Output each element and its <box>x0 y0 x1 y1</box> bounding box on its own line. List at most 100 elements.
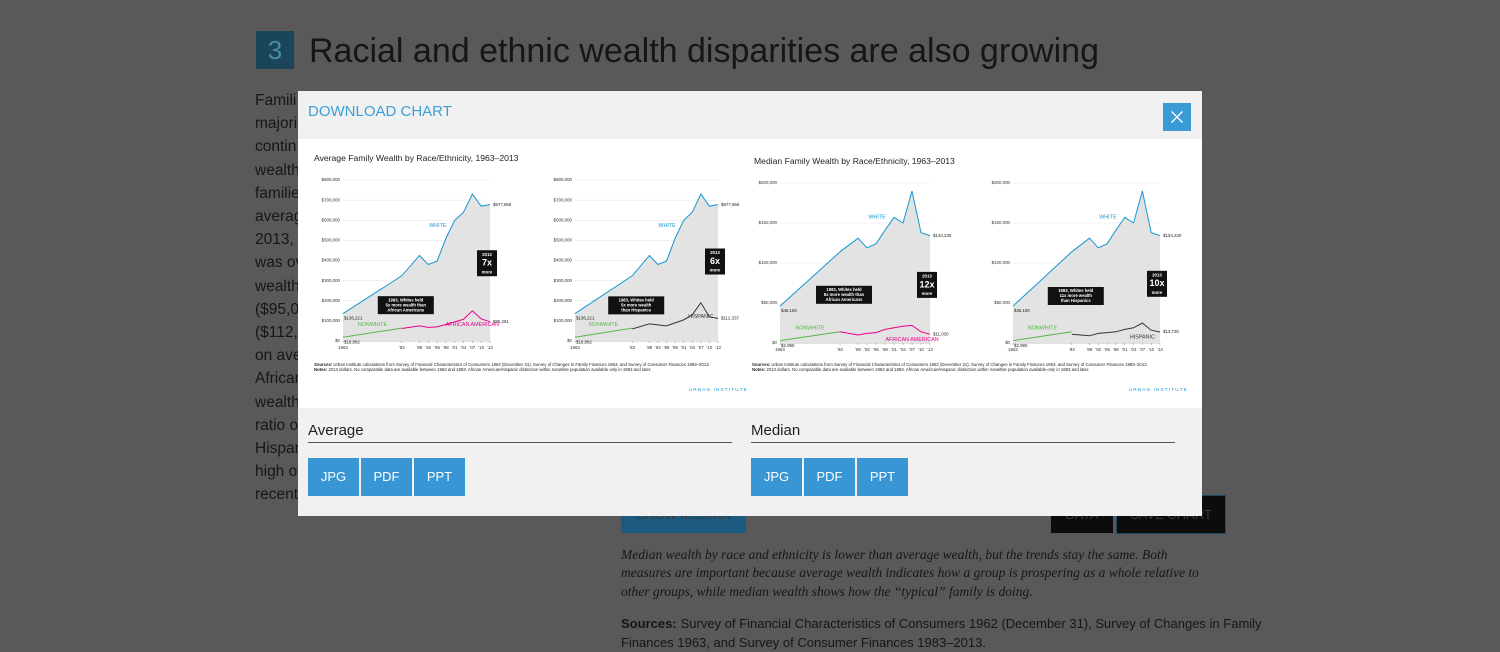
value-label: $136,221 <box>576 316 595 321</box>
body-line: recent <box>255 486 299 504</box>
x-tick-label: '98 <box>882 347 888 352</box>
series-label: WHITE <box>868 215 886 221</box>
caption-line: Median wealth by race and ethnicity is l… <box>621 547 1168 562</box>
x-tick-label: '98 <box>1113 347 1119 352</box>
figure-sources: Sources:Urban Institute calculations fro… <box>752 362 1184 372</box>
figure-notes-label: Notes: <box>314 367 328 373</box>
annotation-text: 1983, Whites held <box>388 297 424 302</box>
annotation-text: 1983, Whites held <box>826 287 862 292</box>
callout-text: 10x <box>1149 278 1164 288</box>
download-button[interactable]: PDF <box>804 458 855 496</box>
annotation-text: African Americans <box>826 297 864 302</box>
body-line: 2013, <box>255 231 294 249</box>
series-line <box>401 310 491 330</box>
figure-notes-text: 2013 dollars. No comparable data are ava… <box>328 367 652 373</box>
caption-line: other groups, while median wealth shows … <box>621 583 1033 599</box>
y-tick-label: $0 <box>772 340 777 345</box>
figure-sources: Sources:Urban Institute calculations fro… <box>314 362 746 372</box>
y-tick-label: $0 <box>1005 340 1010 345</box>
x-tick-label: '89 <box>1087 347 1093 352</box>
value-label: $136,221 <box>344 316 363 321</box>
body-line: Famili <box>255 92 297 109</box>
body-line: averag <box>255 208 303 226</box>
series-line <box>574 193 719 315</box>
x-tick-label: '95 <box>664 345 670 350</box>
download-button[interactable]: JPG <box>751 458 802 496</box>
body-line: ($112, <box>255 324 298 342</box>
value-label: $2,990 <box>781 343 795 348</box>
body-line: contin <box>255 138 297 156</box>
download-button[interactable]: PPT <box>414 458 465 496</box>
y-tick-label: $100,000 <box>759 260 778 265</box>
x-tick-label: '92 <box>425 345 431 350</box>
body-line: was ov <box>255 254 304 272</box>
close-button[interactable] <box>1163 103 1191 131</box>
y-tick-label: $0 <box>567 338 572 343</box>
figure-notes-label: Notes: <box>752 367 766 373</box>
download-button[interactable]: PDF <box>361 458 412 496</box>
callout-text: 2013 <box>482 252 492 257</box>
value-label: $677,656 <box>493 202 512 207</box>
download-modal: DOWNLOAD CHART $0 $100,000 $200,000 $300,00… <box>298 91 1202 516</box>
x-tick-label: '92 <box>864 347 870 352</box>
x-tick-label: '10 <box>478 345 484 350</box>
figure-title: Average Family Wealth by Race/Ethnicity,… <box>314 153 519 163</box>
y-tick-label: $300,000 <box>322 278 341 283</box>
x-tick-label: '07 <box>469 345 475 350</box>
annotation-text: African Americans <box>387 307 425 312</box>
y-tick-label: $800,000 <box>322 177 341 182</box>
x-tick-label: '04 <box>461 345 467 350</box>
y-tick-label: $100,000 <box>992 260 1011 265</box>
callout-text: 2013 <box>922 274 932 279</box>
figure-sources-label: Sources: <box>314 362 333 367</box>
series-label: NONWHITE <box>358 322 388 328</box>
body-line: familie <box>255 184 300 202</box>
y-tick-label: $500,000 <box>322 238 341 243</box>
y-tick-label: $800,000 <box>554 177 573 182</box>
section-number: 3 <box>256 31 294 69</box>
figure-credit: URBAN INSTITUTE <box>688 387 748 392</box>
value-label: $18,892 <box>344 339 360 344</box>
x-tick-label: '83 <box>629 345 635 350</box>
series-label: WHITE <box>1099 215 1117 221</box>
y-tick-label: $700,000 <box>554 197 573 202</box>
y-tick-label: $100,000 <box>322 318 341 323</box>
body-line: Africar <box>255 370 300 388</box>
y-tick-label: $0 <box>335 338 340 343</box>
annotation-text: than Hispanics <box>1061 298 1091 303</box>
body-line: on ave <box>255 347 302 365</box>
value-label: $13,730 <box>1163 329 1179 334</box>
y-tick-label: $200,000 <box>992 180 1011 185</box>
download-button[interactable]: PPT <box>857 458 908 496</box>
callout-text: more <box>482 269 493 274</box>
y-tick-label: $400,000 <box>554 258 573 263</box>
annotation-text: 1983, Whites held <box>1058 288 1094 293</box>
x-tick-label: '89 <box>417 345 423 350</box>
value-label: $2,990 <box>1014 343 1028 348</box>
callout-text: 2013 <box>1152 272 1162 277</box>
callout-box <box>1147 270 1167 297</box>
area <box>780 191 930 343</box>
annotation-text: 5x more wealth than <box>386 302 427 307</box>
download-button[interactable]: JPG <box>308 458 359 496</box>
x-tick-label: '01 <box>681 345 687 350</box>
figure-sources-line: Sources:Urban Institute calculations fro… <box>752 362 1184 367</box>
download-group-label: Average <box>308 421 732 443</box>
x-tick-label: '13 <box>487 345 493 350</box>
x-tick-label: '89 <box>646 345 652 350</box>
series-line <box>342 193 491 315</box>
callout-text: 7x <box>482 258 492 268</box>
annotation-box <box>608 296 665 315</box>
series-line <box>839 324 931 336</box>
figure-sources-text: Urban Institute calculations from Survey… <box>771 362 1148 367</box>
x-tick-label: '98 <box>672 345 678 350</box>
x-tick-label: '92 <box>655 345 661 350</box>
download-group-label: Median <box>751 421 1175 443</box>
series-label: NONWHITE <box>795 326 825 332</box>
figure-notes-line: Notes:2013 dollars. No comparable data a… <box>752 367 1184 372</box>
annotation-box <box>1047 287 1104 305</box>
value-label: $134,230 <box>933 233 952 238</box>
callout-text: more <box>922 291 933 296</box>
caption-line: measures are important because average w… <box>621 565 1199 581</box>
